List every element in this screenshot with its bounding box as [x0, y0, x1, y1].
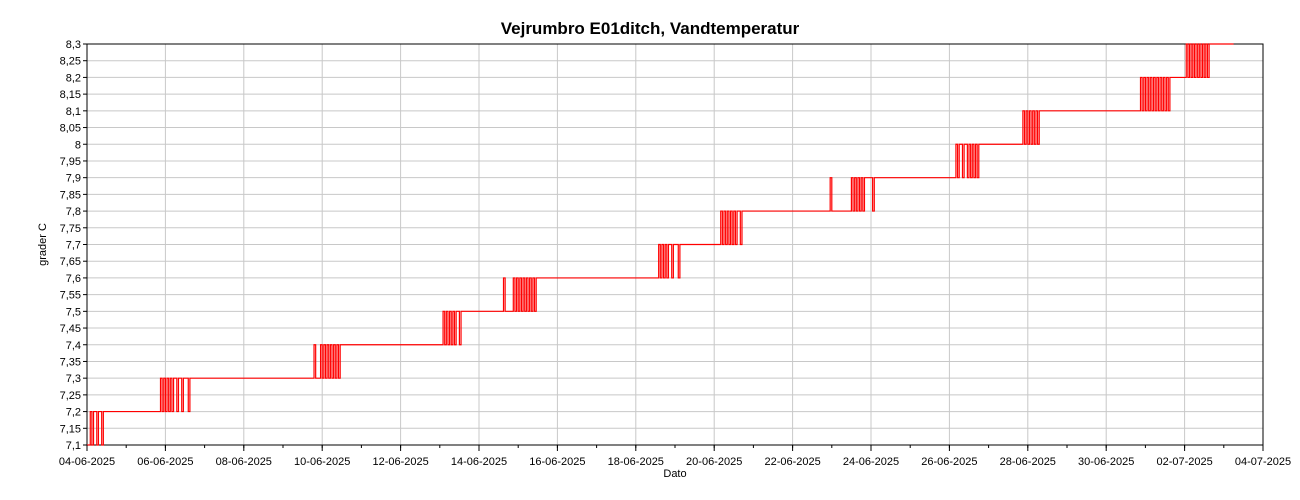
x-tick-label: 28-06-2025 [1000, 456, 1056, 468]
x-tick-label: 16-06-2025 [529, 456, 585, 468]
x-tick-label: 14-06-2025 [451, 456, 507, 468]
x-tick-label: 22-06-2025 [764, 456, 820, 468]
y-tick-label: 8,2 [66, 72, 81, 84]
x-tick-label: 30-06-2025 [1078, 456, 1134, 468]
y-tick-label: 8,15 [60, 89, 81, 101]
y-tick-label: 8,05 [60, 123, 81, 135]
y-tick-label: 7,4 [66, 340, 81, 352]
x-tick-label: 26-06-2025 [921, 456, 977, 468]
x-tick-label: 04-07-2025 [1235, 456, 1291, 468]
x-tick-label: 12-06-2025 [372, 456, 428, 468]
x-axis-title: Dato [663, 468, 686, 480]
series-line [87, 43, 1234, 446]
y-tick-label: 7,55 [60, 290, 81, 302]
y-tick-label: 7,65 [60, 256, 81, 268]
y-tick-label: 7,6 [66, 273, 81, 285]
y-tick-label: 8,1 [66, 106, 81, 118]
y-tick-label: 7,9 [66, 173, 81, 185]
x-tick-label: 24-06-2025 [843, 456, 899, 468]
axes: 7,1 7,15 7,2 7,25 7,3 7,35 7,4 7,45 7,5 7,55 7,6 7,… [59, 39, 1291, 468]
y-tick-label: 8,25 [60, 56, 81, 68]
y-axis-title: grader C [37, 223, 49, 266]
y-tick-label: 7,95 [60, 156, 81, 168]
y-tick-label: 7,2 [66, 407, 81, 419]
series-group [87, 43, 1234, 446]
x-tick-label: 10-06-2025 [294, 456, 350, 468]
y-tick-label: 7,7 [66, 240, 81, 252]
y-tick-label: 7,8 [66, 206, 81, 218]
y-tick-label: 7,25 [60, 390, 81, 402]
y-tick-label: 8,3 [66, 39, 81, 51]
chart-title: Vejrumbro E01ditch, Vandtemperatur [500, 19, 800, 38]
y-tick-label: 7,1 [66, 440, 81, 452]
y-tick-label: 8 [75, 139, 81, 151]
y-tick-label: 7,5 [66, 306, 81, 318]
y-tick-label: 7,85 [60, 189, 81, 201]
y-tick-label: 7,75 [60, 223, 81, 235]
y-tick-label: 7,15 [60, 423, 81, 435]
x-tick-label: 06-06-2025 [137, 456, 193, 468]
x-tick-label: 20-06-2025 [686, 456, 742, 468]
x-tick-label: 18-06-2025 [608, 456, 664, 468]
x-tick-label: 02-07-2025 [1156, 456, 1212, 468]
y-tick-label: 7,3 [66, 373, 81, 385]
x-tick-label: 04-06-2025 [59, 456, 115, 468]
y-tick-label: 7,35 [60, 356, 81, 368]
x-tick-label: 08-06-2025 [216, 456, 272, 468]
y-tick-label: 7,45 [60, 323, 81, 335]
